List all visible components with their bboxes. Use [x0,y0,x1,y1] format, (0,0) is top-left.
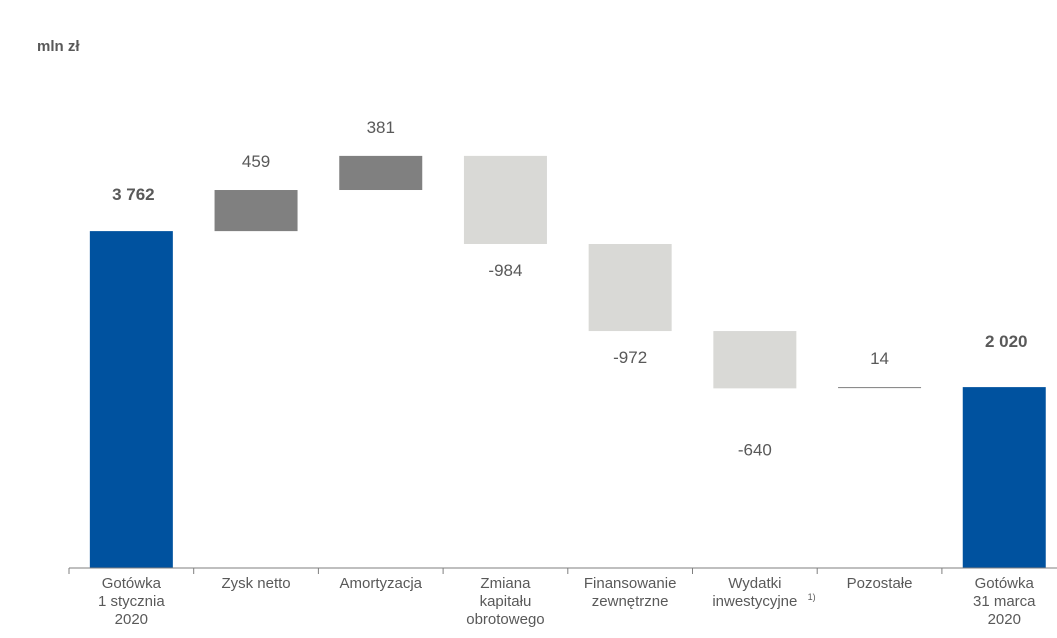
bar-6 [838,387,922,389]
category-label-5: Wydatki inwestycyjne [712,575,797,610]
category-label-0: Gotówka 1 stycznia 2020 [98,575,165,628]
unit-label: mln zł [37,38,80,55]
data-label-0: 3 762 [112,185,155,204]
bar-2 [339,155,423,191]
data-label-7: 2 020 [985,332,1028,351]
bar-4 [588,244,672,332]
data-label-2: 381 [367,118,395,137]
data-label-6: 14 [870,349,889,368]
data-label-4: -972 [613,348,647,367]
bar-1 [214,190,298,232]
bar-3 [463,155,547,245]
category-label-6: Pozostałe [847,575,913,592]
data-label-1: 459 [242,152,270,171]
category-label-1: Zysk netto [221,575,290,592]
category-label-4: Finansowanie zewnętrzne [584,575,677,610]
bar-5 [713,331,797,389]
bar-0 [89,231,173,568]
bar-7 [962,387,1046,568]
footnote-marker-5: 1) [808,592,816,602]
data-label-5: -640 [738,440,772,459]
category-label-3: Zmiana kapitału obrotowego [466,575,544,628]
category-label-7: Gotówka 31 marca 2020 [973,575,1036,628]
category-label-2: Amortyzacja [339,575,422,592]
data-label-3: -984 [488,261,522,280]
